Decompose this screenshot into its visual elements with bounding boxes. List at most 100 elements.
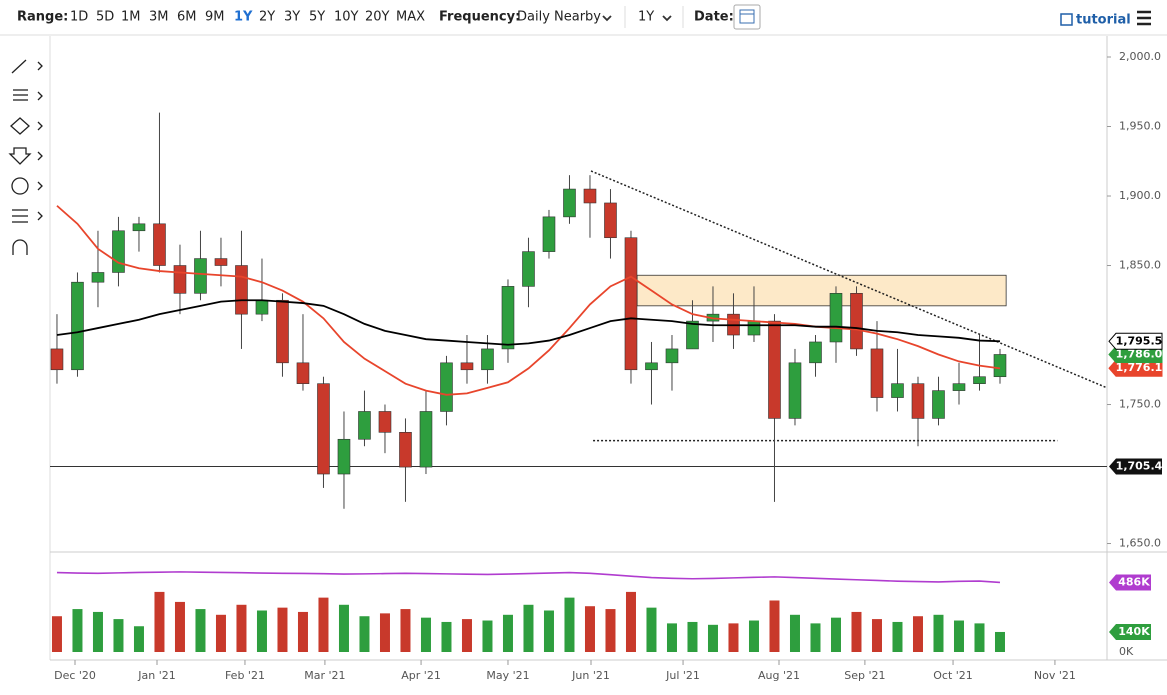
volume-bar [789, 614, 800, 652]
candle-body [276, 299, 289, 364]
tutorial-icon[interactable] [1060, 13, 1073, 26]
volume-bar [133, 626, 144, 652]
x-tick-label: May '21 [486, 669, 529, 682]
candle-body [973, 376, 986, 384]
volume-bar [666, 623, 677, 652]
y-tick-label: 1,750.0 [1119, 398, 1161, 411]
range-button[interactable]: MAX [396, 10, 425, 25]
dropdown-arrow[interactable] [602, 15, 612, 22]
volume-bar [461, 619, 472, 652]
x-tick-label: Apr '21 [401, 669, 441, 682]
volume-bar [297, 611, 308, 652]
frequency-select[interactable]: Daily Nearby [517, 10, 601, 25]
note-tool[interactable] [11, 177, 43, 195]
x-tick-label: Mar '21 [304, 669, 345, 682]
x-tick-label: Feb '21 [225, 669, 265, 682]
measure-tool[interactable] [12, 209, 43, 223]
calendar-button[interactable] [733, 4, 761, 30]
x-tick-label: Sep '21 [844, 669, 885, 682]
candle-body [214, 258, 228, 266]
range-button[interactable]: 6M [177, 10, 197, 25]
candle-body [194, 258, 207, 294]
range-button[interactable]: 1M [121, 10, 141, 25]
range-button[interactable]: 9M [205, 10, 225, 25]
x-tick-label: Jul '21 [665, 669, 700, 682]
price-tag-label: 1,786.0 [1116, 347, 1163, 360]
candle-body [645, 362, 658, 371]
volume-bar [113, 619, 124, 652]
candle-body [850, 293, 863, 350]
volume-bar [851, 611, 862, 652]
price-tag [1108, 332, 1163, 350]
candle-body [91, 272, 105, 283]
candle-body [686, 320, 699, 350]
range-button[interactable]: 1D [70, 10, 88, 25]
range-button[interactable]: 1Y [234, 10, 253, 25]
candle-body [809, 341, 822, 364]
volume-bar [72, 609, 83, 652]
candle-body [665, 348, 679, 364]
volume-bar [523, 604, 534, 652]
menu-button[interactable] [1137, 10, 1151, 26]
candle-body [788, 362, 802, 419]
magnet-tool[interactable] [12, 239, 28, 255]
volume-bar [359, 616, 370, 652]
volume-bar [502, 614, 513, 652]
volume-bar [646, 607, 657, 652]
fib-tool[interactable] [13, 89, 43, 101]
candle-body [71, 281, 84, 371]
candle-body [132, 223, 146, 232]
moving-average [56, 299, 1001, 346]
volume-average [56, 571, 1001, 584]
range-button[interactable]: 5D [96, 10, 114, 25]
tutorial-link[interactable]: tutorial [1076, 13, 1131, 28]
volume-bar [605, 609, 616, 652]
candle-body [50, 348, 64, 371]
level-tag [1109, 458, 1162, 475]
line-tool[interactable] [11, 59, 43, 74]
candle-body [337, 438, 351, 475]
volume-bar [810, 623, 821, 652]
arrow-tool[interactable] [8, 147, 43, 165]
candle-body [296, 362, 310, 384]
volume-bar [318, 597, 329, 652]
candle-body [255, 299, 269, 315]
dropdown-arrow[interactable] [662, 15, 672, 22]
candle-body [378, 411, 392, 433]
volume-bar [769, 600, 780, 652]
range-button[interactable]: 20Y [365, 10, 390, 25]
candle-body [419, 411, 433, 468]
volume-bar [584, 606, 595, 652]
x-tick-label: Jan '21 [137, 669, 175, 682]
range-button[interactable]: 5Y [309, 10, 325, 25]
range-button[interactable]: 10Y [334, 10, 359, 25]
volume-bar [154, 591, 165, 652]
x-tick-label: Jun '21 [571, 669, 610, 682]
candle-body [235, 265, 248, 315]
moving-average [56, 205, 1001, 396]
trendline [590, 170, 1108, 389]
range-button[interactable]: 2Y [259, 10, 275, 25]
candle-body [173, 265, 187, 294]
volume-bar [215, 614, 226, 652]
price-tag-label: 1,795.5 [1116, 334, 1163, 347]
volume-tag-label: 486K [1118, 575, 1150, 588]
drawing-tools [8, 59, 43, 255]
date-label: Date: [694, 10, 734, 25]
candle-body [952, 383, 966, 391]
y-tick-label: 1,950.0 [1119, 120, 1161, 133]
volume-bar [441, 621, 452, 652]
range-button[interactable]: 3Y [284, 10, 300, 25]
period-select[interactable]: 1Y [638, 10, 654, 25]
range-button[interactable]: 3M [149, 10, 169, 25]
candle-body [624, 237, 638, 371]
candle-body [911, 383, 925, 419]
volume-tag [1109, 574, 1151, 591]
candle-body [870, 348, 884, 398]
volume-bar [748, 620, 759, 652]
volume-bar [830, 617, 841, 652]
volume-bar [92, 611, 103, 652]
volume-bar [236, 604, 247, 652]
shape-tool[interactable] [10, 117, 43, 135]
